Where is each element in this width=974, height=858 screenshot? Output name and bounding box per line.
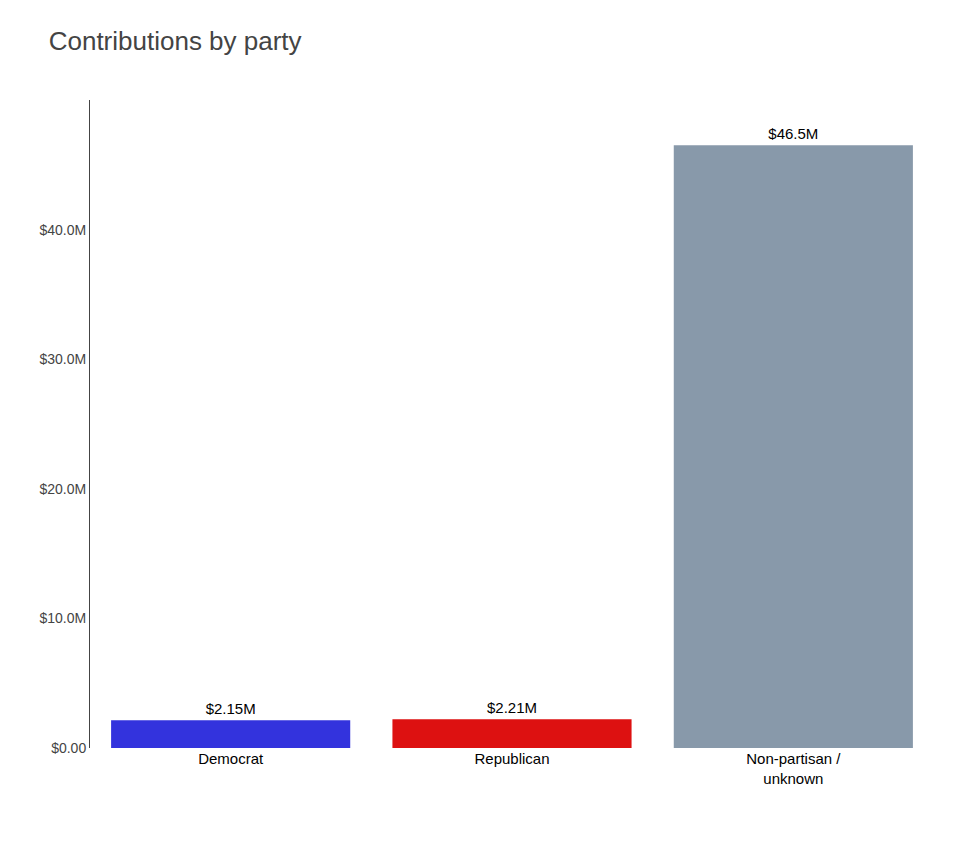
svg-text:$10.0M: $10.0M xyxy=(39,610,86,626)
svg-text:Republican: Republican xyxy=(474,750,549,767)
svg-text:$2.21M: $2.21M xyxy=(487,699,537,716)
svg-text:$0.00: $0.00 xyxy=(51,740,86,756)
svg-text:$40.0M: $40.0M xyxy=(39,222,86,238)
svg-text:$20.0M: $20.0M xyxy=(39,481,86,497)
svg-text:$2.15M: $2.15M xyxy=(206,700,256,717)
svg-text:Democrat: Democrat xyxy=(198,750,264,767)
svg-text:$30.0M: $30.0M xyxy=(39,351,86,367)
svg-text:Contributions by party: Contributions by party xyxy=(49,26,302,56)
svg-text:Non-partisan /unknown: Non-partisan /unknown xyxy=(746,750,841,787)
svg-text:$46.5M: $46.5M xyxy=(768,125,818,142)
